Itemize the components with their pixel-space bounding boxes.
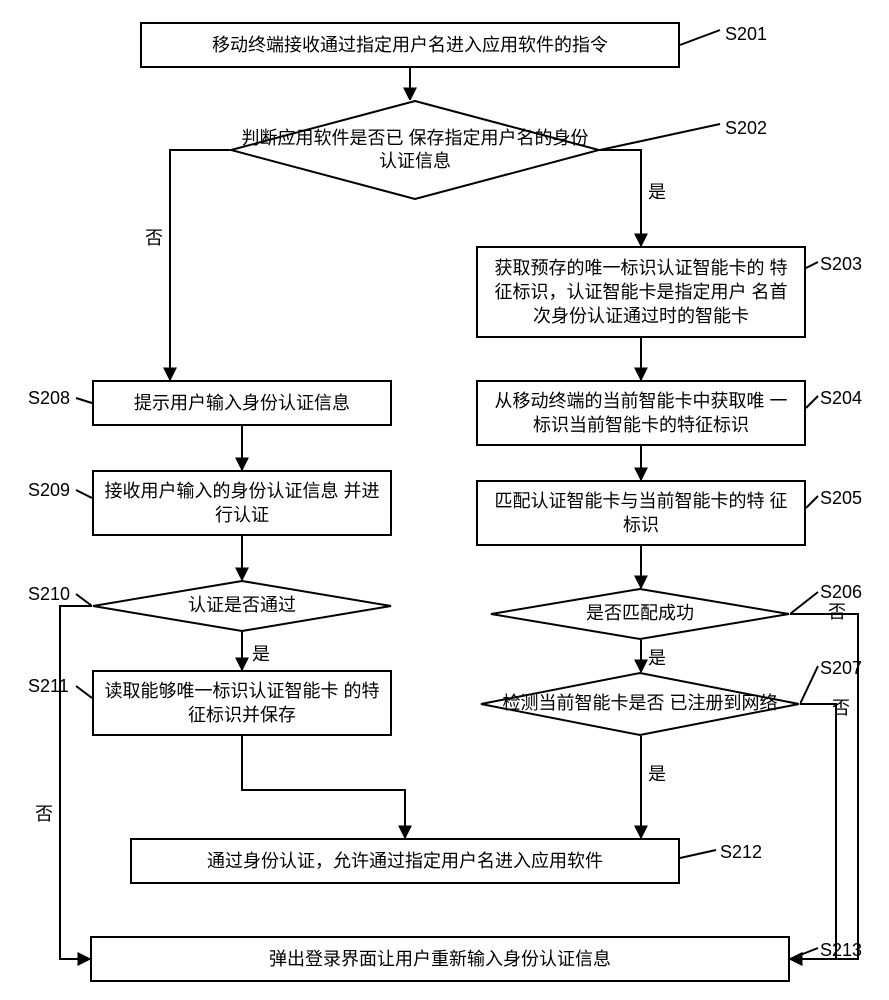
edge-8 xyxy=(790,704,836,959)
connector-11 xyxy=(680,850,716,858)
connector-9 xyxy=(76,594,92,606)
edge-2 xyxy=(600,150,641,246)
connector-1 xyxy=(600,124,720,150)
connector-4 xyxy=(806,496,818,508)
connector-3 xyxy=(806,396,818,408)
node-s201: 移动终端接收通过指定用户名进入应用软件的指令 xyxy=(140,22,680,68)
edge-14 xyxy=(242,736,405,838)
edge-13 xyxy=(60,606,92,959)
edge-1 xyxy=(170,150,230,380)
node-s212: 通过身份认证，允许通过指定用户名进入应用软件 xyxy=(130,838,680,884)
node-s208: 提示用户输入身份认证信息 xyxy=(92,380,392,426)
edge-label-yes4: 是 xyxy=(252,640,270,666)
connector-0 xyxy=(680,30,720,45)
step-label-l201: S201 xyxy=(725,24,767,45)
node-text-s207: 检测当前智能卡是否 已注册到网络 xyxy=(497,688,784,719)
node-s209: 接收用户输入的身份认证信息 并进行认证 xyxy=(92,470,392,536)
flowchart-canvas: 移动终端接收通过指定用户名进入应用软件的指令 判断应用软件是否已 保存指定用户名… xyxy=(0,0,889,1000)
connector-12 xyxy=(790,948,818,959)
edge-label-yes2: 是 xyxy=(648,644,666,670)
node-s204: 从移动终端的当前智能卡中获取唯 一标识当前智能卡的特征标识 xyxy=(476,380,806,446)
step-label-l208: S208 xyxy=(28,388,70,409)
node-s213: 弹出登录界面让用户重新输入身份认证信息 xyxy=(90,936,790,982)
edge-label-no4: 否 xyxy=(35,800,53,826)
node-s206: 是否匹配成功 xyxy=(490,588,790,640)
step-label-l207: S207 xyxy=(820,658,862,679)
step-label-l213: S213 xyxy=(820,940,862,961)
step-label-l203: S203 xyxy=(820,254,862,275)
step-label-l210: S210 xyxy=(28,584,70,605)
node-s205: 匹配认证智能卡与当前智能卡的特 征标识 xyxy=(476,480,806,546)
node-text-s202: 判断应用软件是否已 保存指定用户名的身份认证信息 xyxy=(230,123,600,178)
node-s211: 读取能够唯一标识认证智能卡 的特征标识并保存 xyxy=(92,670,392,736)
step-label-l209: S209 xyxy=(28,480,70,501)
node-s210: 认证是否通过 xyxy=(92,580,392,632)
step-label-l204: S204 xyxy=(820,388,862,409)
step-label-l212: S212 xyxy=(720,842,762,863)
edge-label-no3: 否 xyxy=(832,694,850,720)
node-s207: 检测当前智能卡是否 已注册到网络 xyxy=(480,672,800,736)
node-text-s210: 认证是否通过 xyxy=(182,590,302,621)
connector-2 xyxy=(806,262,818,268)
connector-10 xyxy=(76,686,92,698)
node-s202: 判断应用软件是否已 保存指定用户名的身份认证信息 xyxy=(230,100,600,200)
edge-label-yes1: 是 xyxy=(648,178,666,204)
edge-label-yes3: 是 xyxy=(648,760,666,786)
step-label-l205: S205 xyxy=(820,488,862,509)
step-label-l202: S202 xyxy=(725,118,767,139)
connector-6 xyxy=(800,666,818,704)
connector-8 xyxy=(76,490,92,498)
step-label-l211: S211 xyxy=(28,676,69,697)
connector-5 xyxy=(790,592,818,614)
edge-label-no1: 否 xyxy=(145,224,163,250)
node-s203: 获取预存的唯一标识认证智能卡的 特征标识，认证智能卡是指定用户 名首次身份认证通… xyxy=(476,246,806,338)
node-text-s206: 是否匹配成功 xyxy=(580,598,700,629)
connector-7 xyxy=(76,398,92,403)
edge-label-no2: 否 xyxy=(828,598,846,624)
